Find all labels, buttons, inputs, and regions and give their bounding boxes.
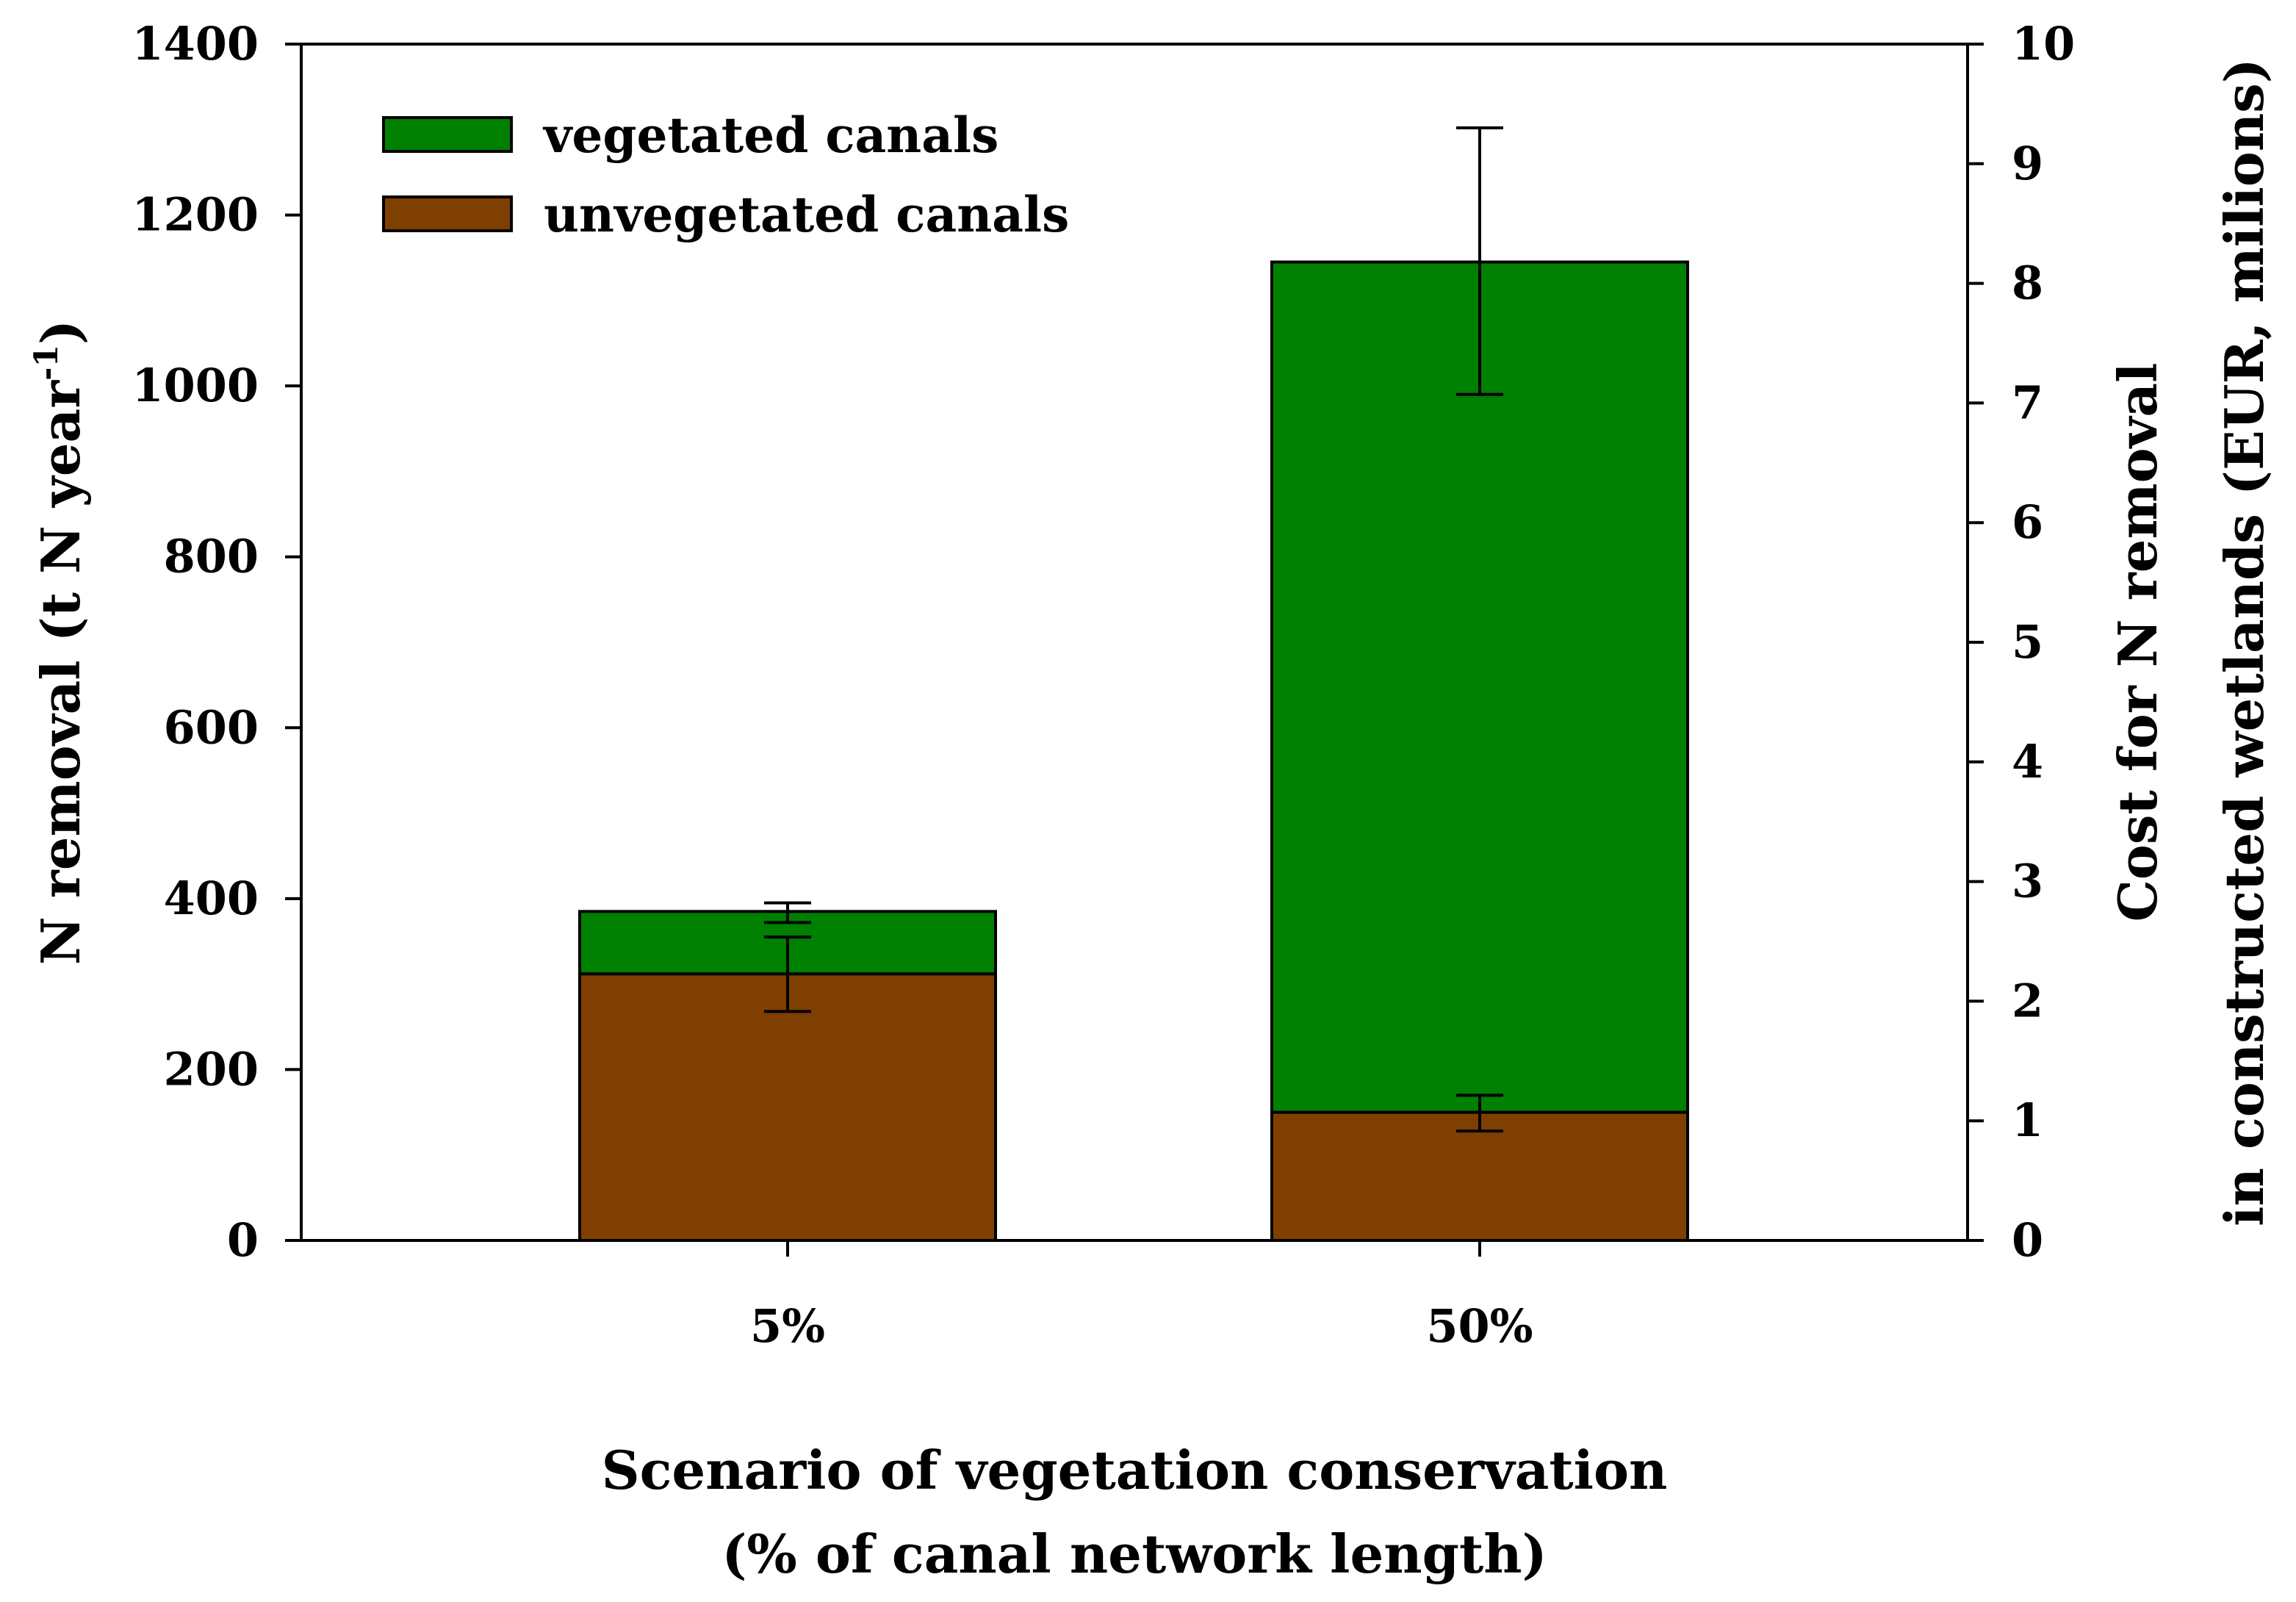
y-tick-label: 0 — [227, 1213, 259, 1267]
error-bar-unvegetated-canals-0 — [764, 935, 811, 1013]
legend-swatch-vegetated — [382, 116, 513, 153]
y2-tick-label: 6 — [2012, 495, 2043, 549]
y-axis-title-main: N removal (t N year — [29, 380, 92, 965]
x-tick-label: 50% — [1426, 1299, 1533, 1353]
y2-tick-label: 5 — [2012, 615, 2043, 669]
x-axis-title: Scenario of vegetation conservation (% o… — [602, 1439, 1668, 1585]
y-tick-label: 1200 — [132, 188, 259, 242]
legend: vegetated canals unvegetated canals — [382, 107, 1069, 243]
y-tick-label: 1000 — [132, 359, 259, 412]
y2-tick-label: 8 — [2012, 256, 2043, 310]
y2-tick-label: 7 — [2012, 376, 2043, 429]
y-tick-label: 200 — [164, 1042, 259, 1096]
y2-tick-label: 1 — [2012, 1093, 2043, 1147]
y-tick-label: 800 — [164, 530, 259, 583]
legend-label-unvegetated: unvegetated canals — [544, 186, 1069, 243]
error-bar-vegetated-canals-0 — [764, 901, 811, 924]
x-axis-title-line2: (% of canal network length) — [721, 1523, 1547, 1585]
error-bar-vegetated-canals-1 — [1456, 126, 1503, 396]
y2-tick-label: 2 — [2012, 974, 2043, 1027]
y-axis-title: N removal (t N year-1) — [28, 320, 92, 965]
y2-tick-label: 10 — [2012, 17, 2075, 71]
bars-group — [578, 260, 1689, 1243]
left-y-axis: 0 200 400 600 800 1000 1200 1400 — [132, 17, 301, 1267]
y2-tick-label: 0 — [2012, 1213, 2043, 1267]
right-y-axis-title-line1: Cost for N removal — [2106, 363, 2169, 922]
y2-tick-label: 4 — [2012, 735, 2043, 789]
error-bars-group — [764, 126, 1503, 1133]
y-axis-title-end: ) — [29, 320, 92, 345]
error-bar-unvegetated-canals-1 — [1456, 1093, 1503, 1133]
legend-label-vegetated: vegetated canals — [542, 107, 998, 164]
y2-tick-label: 9 — [2012, 137, 2043, 190]
right-y-axis: 0 1 2 3 4 5 6 7 8 9 10 — [1968, 17, 2075, 1267]
y-axis-title-superscript: -1 — [28, 345, 65, 381]
right-y-axis-title: Cost for N removal in constructed wetlan… — [2106, 58, 2275, 1226]
y-tick-label: 600 — [164, 700, 259, 754]
bar-unvegetated-canals-0 — [578, 972, 997, 1243]
y2-tick-label: 3 — [2012, 855, 2043, 908]
right-y-axis-title-line2: in constructed wetlands (EUR, milions) — [2213, 58, 2275, 1226]
legend-swatch-unvegetated — [382, 195, 513, 232]
x-axis-title-line1: Scenario of vegetation conservation — [602, 1439, 1668, 1501]
x-axis: 5% 50% — [750, 1240, 1533, 1353]
x-tick-label: 5% — [750, 1299, 825, 1353]
bar-unvegetated-canals-1 — [1270, 1110, 1689, 1242]
y-tick-label: 1400 — [132, 17, 259, 71]
y-tick-label: 400 — [164, 872, 259, 925]
